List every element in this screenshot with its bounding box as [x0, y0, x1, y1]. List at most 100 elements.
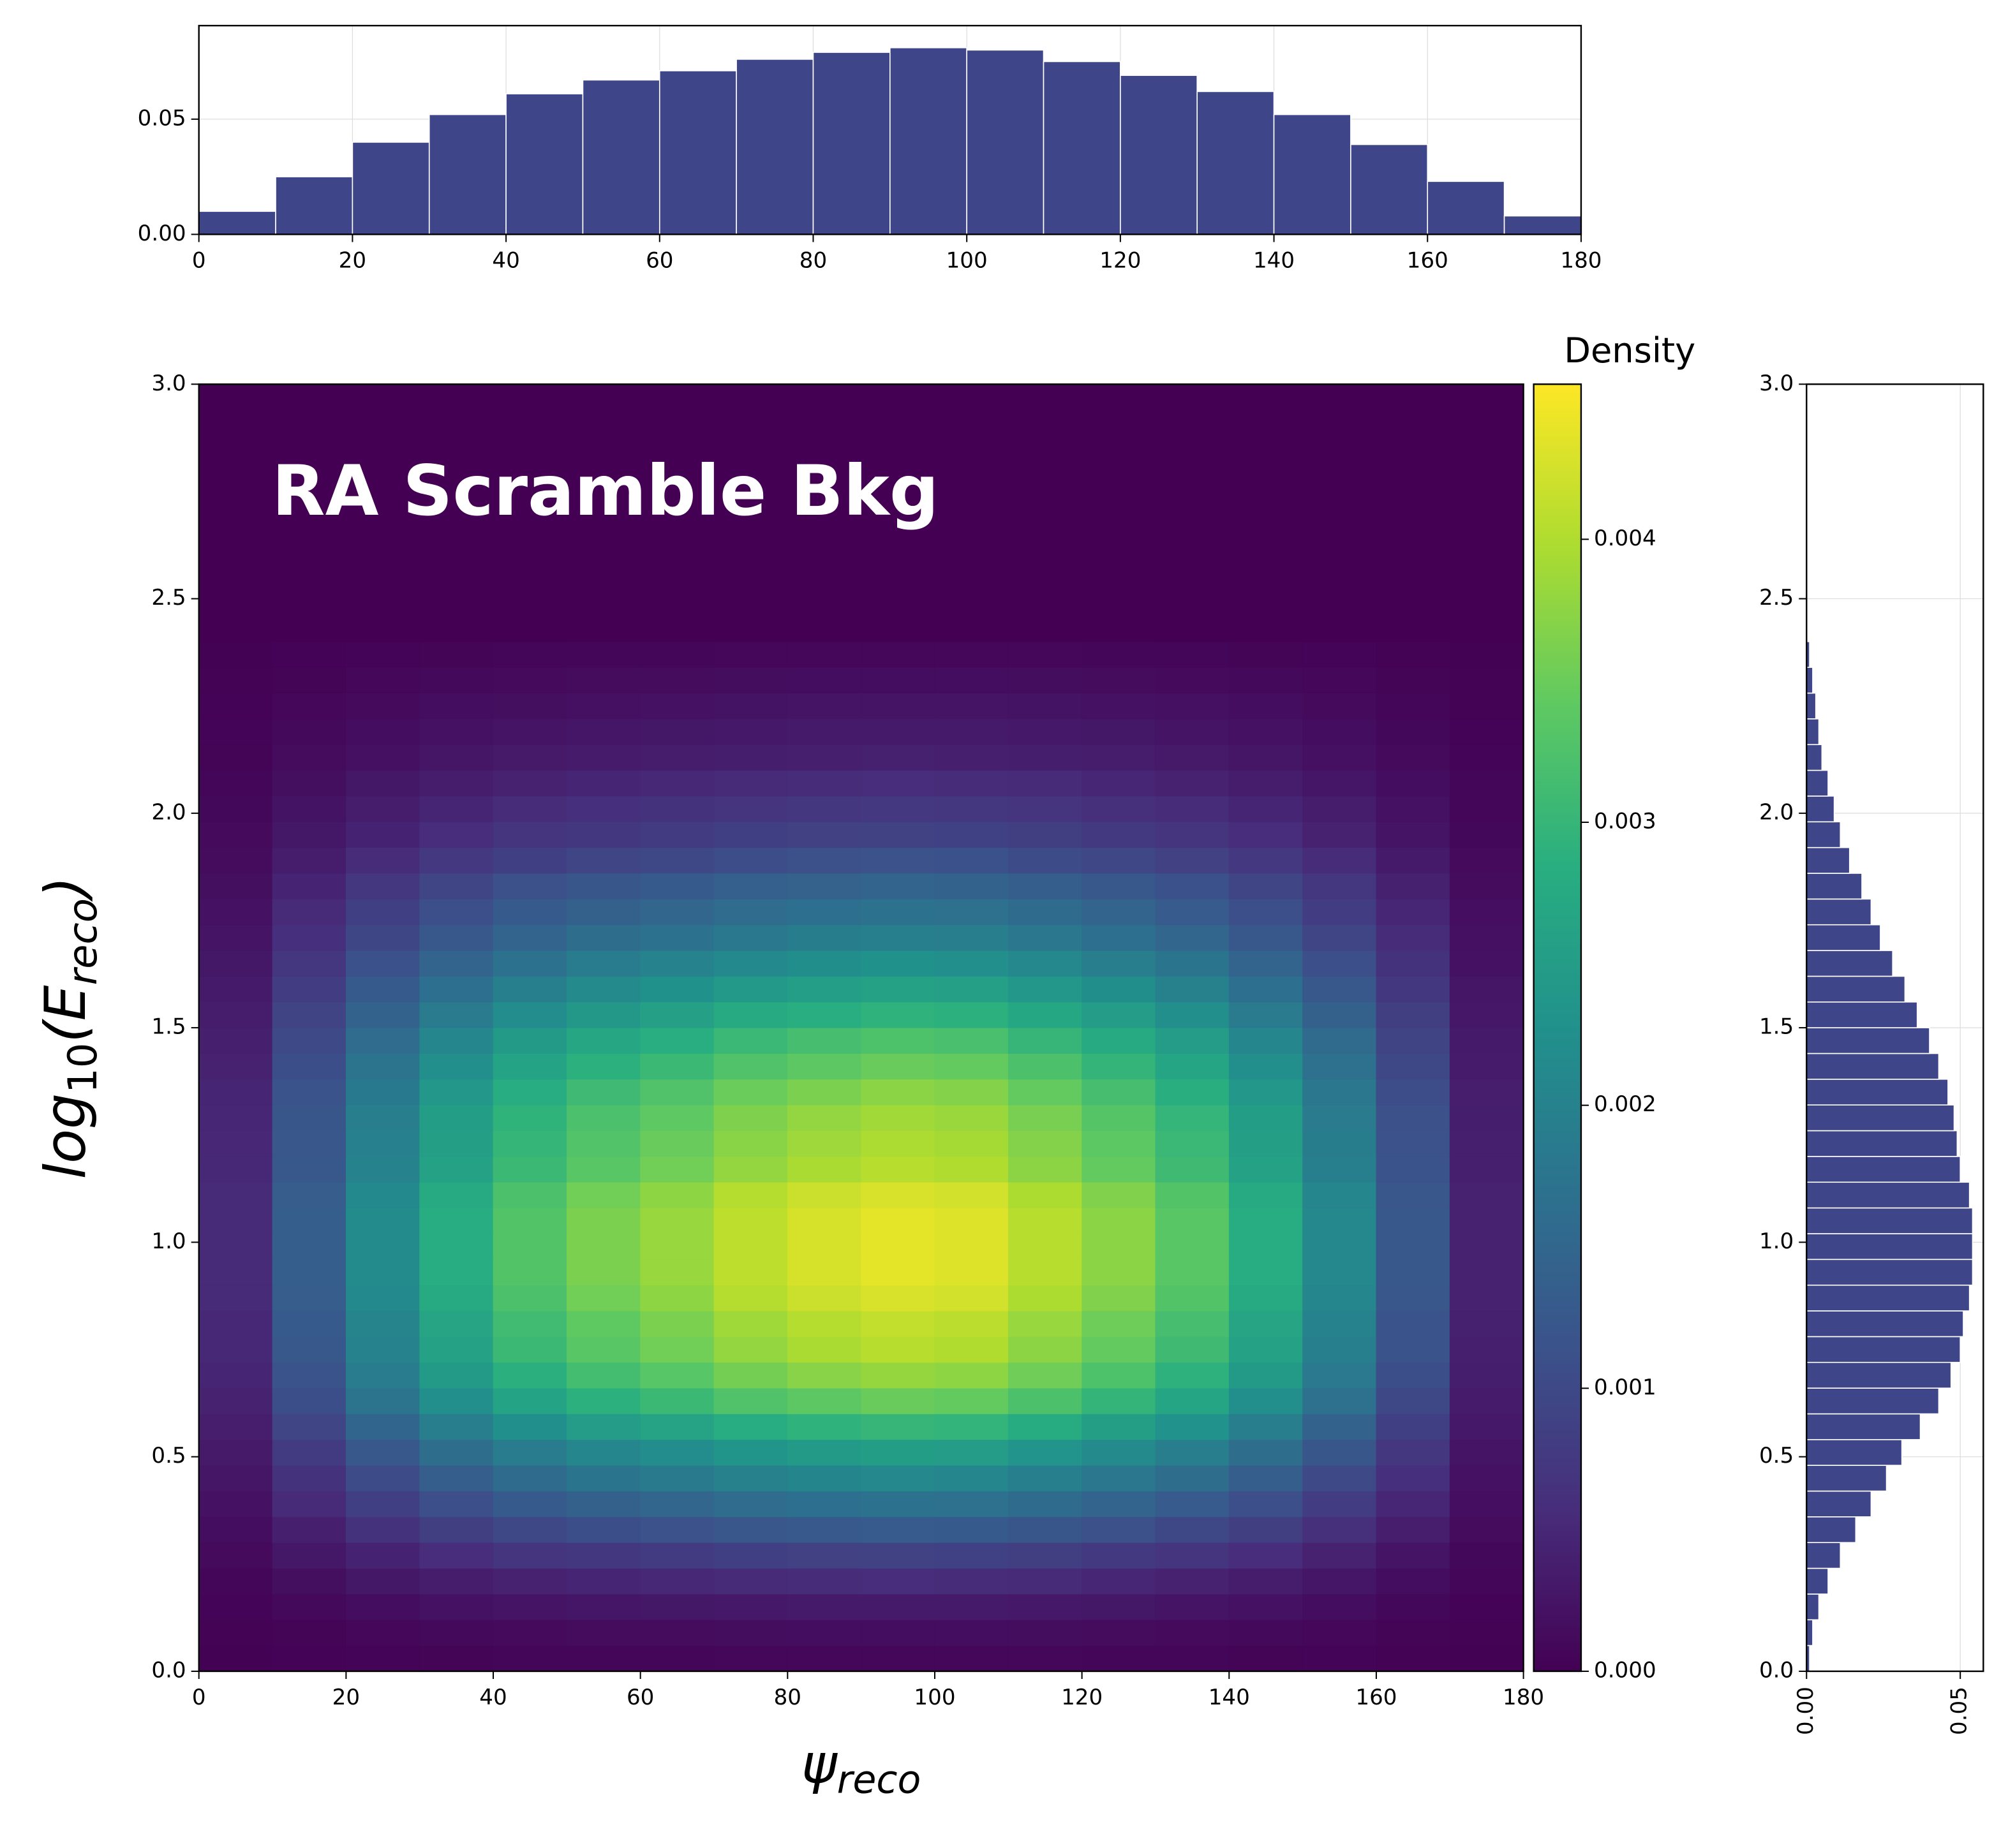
heatmap-cell — [419, 1516, 494, 1543]
heatmap-cell — [1302, 616, 1377, 642]
heatmap-cell — [640, 976, 715, 1003]
heatmap-cell — [713, 410, 788, 436]
heatmap-cell — [861, 564, 935, 591]
heatmap-cell — [272, 1233, 346, 1260]
bar — [1427, 181, 1505, 235]
heatmap-cell — [1376, 1027, 1450, 1054]
heatmap-cell — [787, 616, 862, 642]
heatmap-cell — [1376, 435, 1450, 462]
heatmap-cell — [419, 1387, 494, 1414]
heatmap-cell — [1228, 795, 1304, 822]
heatmap-cell — [1008, 744, 1083, 771]
heatmap-cell — [640, 564, 715, 591]
heatmap-cell — [640, 616, 715, 642]
heatmap-cell — [1228, 873, 1304, 899]
heatmap-cell — [787, 1079, 862, 1105]
heatmap-cell — [272, 1027, 346, 1054]
heatmap-cell — [640, 898, 715, 926]
heatmap-cell — [861, 435, 935, 462]
heatmap-cell — [198, 1079, 273, 1105]
y-axis-label-part: (E — [33, 985, 98, 1042]
heatmap-cell — [1008, 898, 1083, 926]
heatmap-cell — [198, 1387, 273, 1414]
heatmap-cell — [713, 847, 788, 874]
heatmap-cell — [345, 1619, 420, 1646]
heatmap-cell — [713, 1645, 788, 1672]
heatmap-cell — [861, 1079, 935, 1105]
colorbar-tick-label: 0.000 — [1594, 1657, 1656, 1683]
heatmap-cell — [1302, 487, 1377, 514]
heatmap-cell — [198, 1619, 273, 1646]
bar — [1806, 1156, 1961, 1183]
heatmap-cell — [1376, 667, 1450, 693]
y-tick-label: 1.0 — [151, 1229, 186, 1254]
heatmap-cell — [640, 1310, 715, 1337]
heatmap-cell — [1082, 616, 1156, 642]
heatmap-cell — [1449, 976, 1524, 1003]
heatmap-cell — [1228, 1516, 1304, 1543]
heatmap-cell — [713, 873, 788, 899]
x-tick-label: 160 — [1407, 248, 1448, 274]
heatmap-cell — [640, 1387, 715, 1414]
heatmap-cell — [1082, 1387, 1156, 1414]
heatmap-cell — [493, 924, 567, 951]
heatmap-cell — [787, 1208, 862, 1234]
heatmap-cell — [1449, 1053, 1524, 1080]
heatmap-cell — [787, 1053, 862, 1080]
heatmap-cell — [861, 1619, 935, 1646]
heatmap-cell — [272, 641, 346, 668]
heatmap-cell — [640, 1336, 715, 1363]
heatmap-cell — [272, 589, 346, 616]
heatmap-cell — [345, 589, 420, 616]
heatmap-cell — [861, 1414, 935, 1440]
heatmap-cell — [934, 564, 1009, 591]
heatmap-cell — [419, 616, 494, 642]
heatmap-cell — [640, 1156, 715, 1183]
heatmap-cell — [419, 1053, 494, 1080]
x-tick-label: 20 — [332, 1685, 360, 1710]
heatmap-cell — [345, 1130, 420, 1157]
bar — [1806, 1542, 1841, 1569]
colorbar — [1533, 384, 1581, 1671]
heatmap-cell — [198, 1156, 273, 1183]
bar — [1806, 846, 1850, 874]
heatmap-cell — [861, 1491, 935, 1518]
heatmap-cell — [861, 693, 935, 720]
heatmap-cell — [419, 744, 494, 771]
heatmap-cell — [1008, 1542, 1083, 1569]
heatmap-cell — [1449, 1465, 1524, 1491]
heatmap-cell — [345, 873, 420, 899]
heatmap-cell — [493, 461, 567, 488]
bar — [1806, 1387, 1940, 1415]
heatmap-cell — [1376, 718, 1450, 745]
heatmap-cell — [1376, 1156, 1450, 1183]
heatmap-cell — [861, 1516, 935, 1543]
heatmap-cell — [1449, 1336, 1524, 1363]
heatmap-cell — [345, 1233, 420, 1260]
heatmap-cell — [345, 847, 420, 874]
heatmap-cell — [345, 1439, 420, 1466]
heatmap-cell — [272, 1208, 346, 1234]
heatmap-cell — [1155, 1542, 1230, 1569]
heatmap-cell — [861, 821, 935, 848]
heatmap-cell — [419, 1002, 494, 1028]
heatmap-cell — [198, 1104, 273, 1131]
heatmap-cell — [1302, 1414, 1377, 1440]
heatmap-cell — [493, 667, 567, 693]
heatmap-cell — [787, 1439, 862, 1466]
heatmap-cell — [198, 641, 273, 668]
heatmap-cell — [1376, 1130, 1450, 1157]
heatmap-cell — [272, 410, 346, 436]
bar — [352, 142, 430, 235]
heatmap-cell — [1008, 1259, 1083, 1286]
x-tick-label: 0.05 — [1947, 1687, 1972, 1735]
heatmap-cell — [1082, 1079, 1156, 1105]
heatmap-cell — [1155, 1002, 1230, 1028]
heatmap-cell — [861, 873, 935, 899]
heatmap-cell — [1155, 667, 1230, 693]
heatmap-cell — [1376, 744, 1450, 771]
heatmap-cell — [1008, 1310, 1083, 1337]
heatmap-cell — [1228, 461, 1304, 488]
heatmap-cell — [861, 1104, 935, 1131]
heatmap-cell — [419, 924, 494, 951]
